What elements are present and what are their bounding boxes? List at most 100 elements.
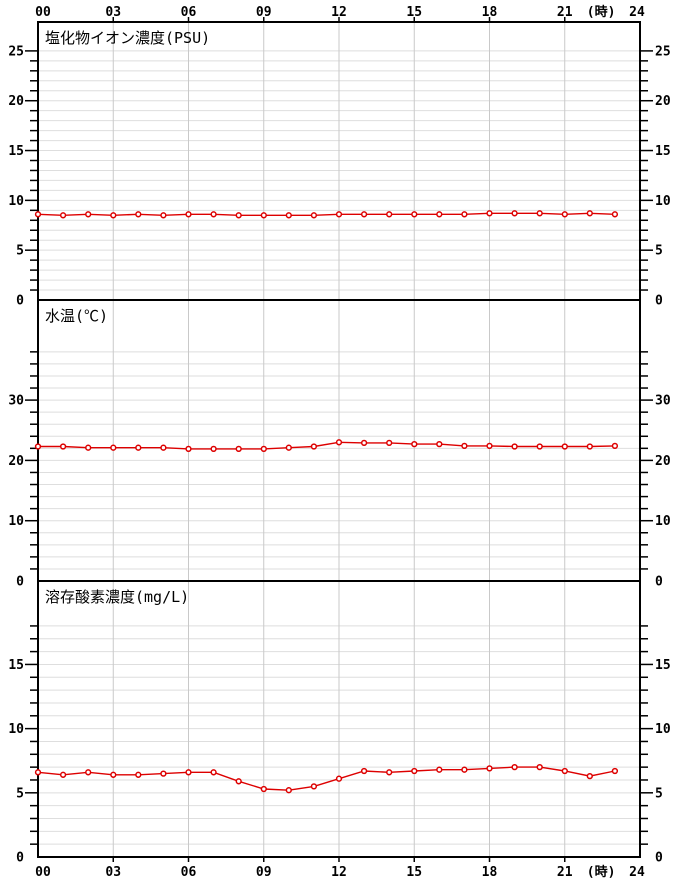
data-point-marker (285, 212, 292, 219)
y-tick-label-right: 5 (655, 786, 663, 801)
data-point-marker (536, 443, 543, 450)
x-tick-label-bottom: 03 (105, 865, 121, 880)
y-tick-label-right: 15 (655, 658, 671, 673)
data-point-marker (561, 767, 568, 775)
series-0 (34, 210, 619, 219)
y-tick-label-left: 20 (8, 454, 24, 469)
y-tick-label-left: 25 (8, 44, 24, 59)
data-point-marker (285, 787, 292, 794)
x-tick-label-top: 18 (482, 5, 498, 20)
y-tick-label-right: 10 (655, 194, 671, 209)
y-tick-label-right: 25 (655, 44, 671, 59)
panel-title: 溶存酸素濃度(mg/L) (45, 588, 189, 606)
data-point-marker (235, 778, 242, 785)
data-point-marker (536, 210, 543, 217)
data-point-marker (34, 769, 42, 776)
data-point-marker (461, 442, 468, 450)
y-tick-label-right: 10 (655, 514, 671, 529)
data-point-marker (85, 769, 92, 776)
x-tick-label-top: 06 (181, 5, 197, 20)
data-point-marker (360, 439, 368, 447)
data-point-marker (85, 211, 92, 218)
data-point-marker (59, 212, 67, 219)
series-2 (34, 763, 619, 794)
x-tick-label-top: 15 (406, 5, 422, 20)
data-point-marker (260, 212, 267, 219)
data-point-marker (561, 211, 568, 218)
data-point-marker (260, 785, 267, 793)
data-point-marker (386, 439, 393, 447)
y-tick-label-right: 20 (655, 94, 671, 109)
data-point-marker (34, 443, 42, 450)
x-tick-label-bottom: 06 (181, 865, 197, 880)
data-point-marker (360, 767, 368, 775)
x-tick-label-bottom: 21 (557, 865, 573, 880)
y-tick-label-right: 15 (655, 144, 671, 159)
series-line (37, 766, 616, 791)
y-tick-label-left: 5 (16, 244, 24, 259)
data-point-marker (586, 210, 593, 217)
data-point-marker (461, 211, 468, 218)
x-axis-unit-label-bottom: (時) (587, 864, 616, 880)
y-tick-label-left: 15 (8, 144, 24, 159)
data-point-marker (436, 211, 443, 218)
x-tick-label-top: 12 (331, 5, 347, 20)
data-point-marker (235, 445, 242, 453)
x-tick-label-bottom: 24 (629, 865, 645, 880)
y-tick-label-left: 10 (8, 722, 24, 737)
data-point-marker (436, 440, 443, 448)
y-tick-label-right: 0 (655, 575, 663, 590)
series-1 (34, 439, 619, 453)
y-tick-label-left: 10 (8, 514, 24, 529)
data-point-marker (536, 763, 543, 771)
data-point-marker (185, 769, 192, 776)
data-point-marker (185, 445, 192, 453)
data-point-marker (160, 770, 167, 777)
data-point-marker (110, 444, 117, 451)
x-tick-label-top: 03 (105, 5, 121, 20)
data-point-marker (411, 440, 418, 448)
x-tick-label-top: 00 (35, 5, 51, 20)
data-point-marker (486, 210, 493, 217)
data-point-marker (411, 767, 418, 775)
data-point-marker (59, 771, 67, 778)
y-tick-label-left: 30 (8, 394, 24, 409)
y-tick-label-left: 15 (8, 658, 24, 673)
x-tick-label-bottom: 00 (35, 865, 51, 880)
data-point-marker (210, 445, 217, 453)
data-point-marker (135, 211, 142, 218)
data-point-marker (285, 444, 292, 451)
data-point-marker (360, 211, 368, 218)
data-point-marker (59, 443, 67, 450)
y-tick-label-right: 20 (655, 454, 671, 469)
panel-title: 水温(℃) (45, 307, 108, 325)
data-point-marker (310, 212, 318, 219)
data-point-marker (386, 769, 393, 776)
data-point-marker (110, 771, 117, 778)
x-tick-label-bottom: 09 (256, 865, 272, 880)
data-point-marker (561, 443, 568, 450)
data-point-marker (335, 211, 343, 218)
y-tick-label-right: 30 (655, 394, 671, 409)
data-point-marker (511, 210, 518, 217)
data-point-marker (335, 439, 343, 446)
data-point-marker (511, 443, 518, 450)
y-tick-label-left: 0 (16, 294, 24, 309)
chart-frame (37, 21, 641, 858)
y-tick-label-left: 0 (16, 575, 24, 590)
data-point-marker (85, 444, 92, 451)
y-tick-label-right: 0 (655, 851, 663, 866)
data-point-marker (511, 763, 518, 771)
y-tick-label-left: 5 (16, 786, 24, 801)
data-point-marker (335, 775, 343, 782)
y-tick-label-left: 0 (16, 851, 24, 866)
data-point-marker (310, 443, 318, 450)
y-tick-label-left: 10 (8, 194, 24, 209)
x-tick-label-top: 24 (629, 5, 645, 20)
data-point-marker (210, 211, 217, 218)
x-tick-label-bottom: 18 (482, 865, 498, 880)
data-point-marker (235, 212, 242, 219)
y-tick-label-right: 0 (655, 294, 663, 309)
